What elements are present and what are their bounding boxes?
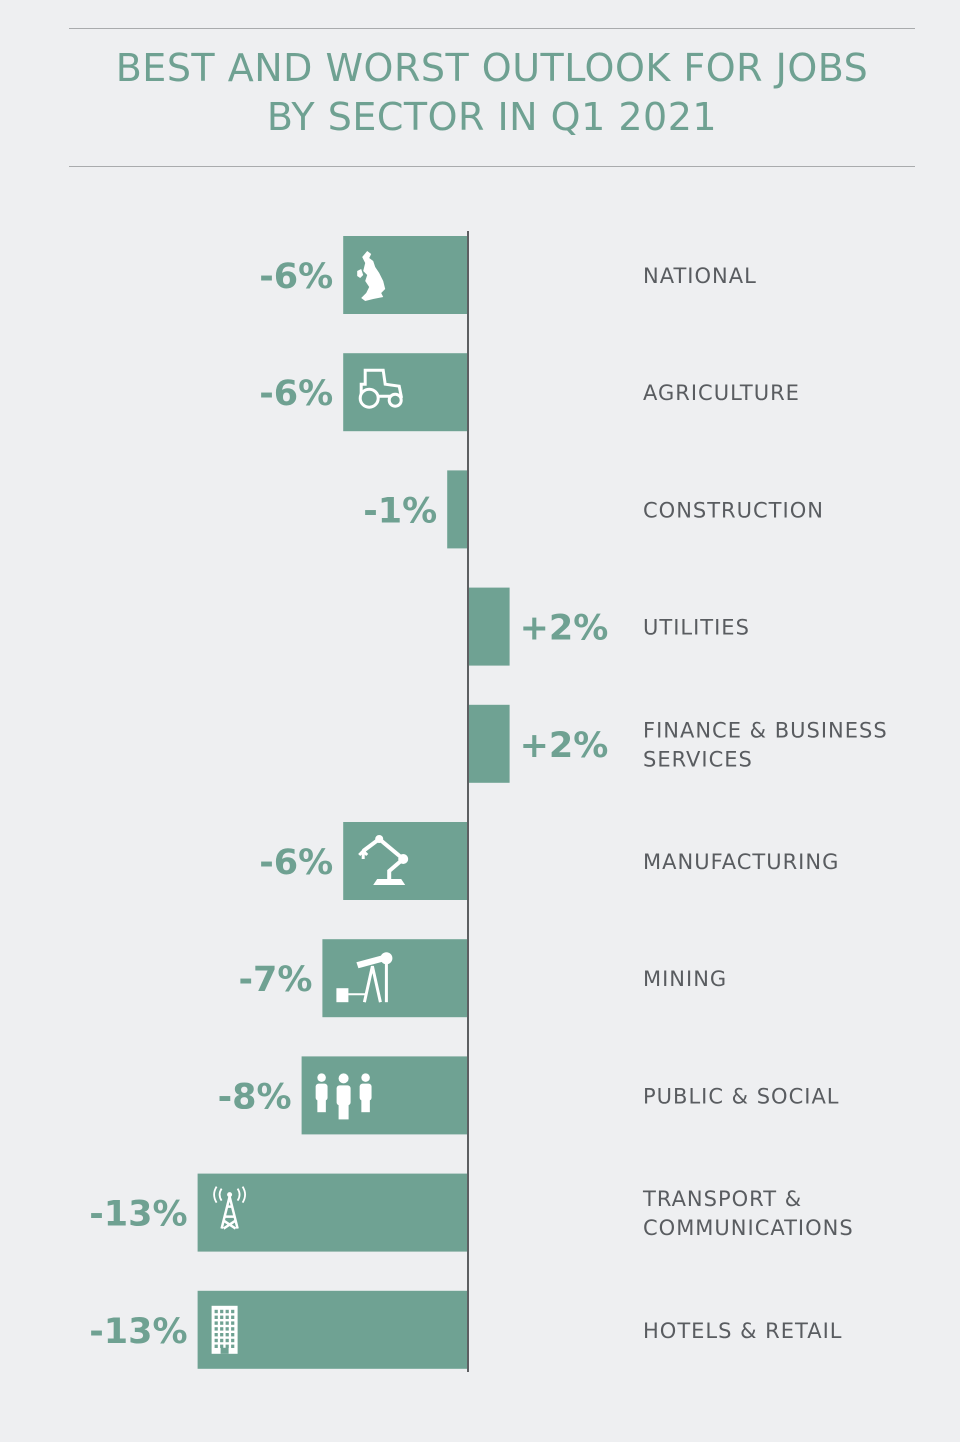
value-label-3: +2% (520, 609, 609, 649)
people-icon (315, 1073, 372, 1120)
category-label-4-line-0: FINANCE & BUSINESS (643, 718, 888, 742)
category-label-9: HOTELS & RETAIL (643, 1319, 843, 1343)
value-label-4: +2% (520, 726, 609, 766)
category-label-8-line-1: COMMUNICATIONS (643, 1216, 854, 1240)
category-label-8-line-0: TRANSPORT & (642, 1187, 802, 1211)
category-label-4-line-1: SERVICES (643, 747, 753, 771)
bar-3 (468, 587, 510, 666)
category-label-2: CONSTRUCTION (643, 498, 824, 522)
radio-tower-icon (213, 1186, 246, 1230)
category-label-6: MINING (643, 967, 727, 991)
robot-arm-icon (358, 835, 409, 885)
bar-4 (468, 704, 510, 783)
bar-7 (301, 1056, 468, 1135)
value-label-5: -6% (259, 843, 333, 883)
value-label-1: -6% (259, 374, 333, 414)
bar-8 (197, 1173, 468, 1252)
title-line-2: BY SECTOR IN Q1 2021 (266, 95, 718, 139)
chart-title: BEST AND WORST OUTLOOK FOR JOBS BY SECTO… (0, 44, 960, 142)
title-bottom-rule (69, 166, 915, 167)
tractor-icon (358, 368, 404, 409)
top-rule (69, 28, 915, 29)
building-icon (211, 1305, 238, 1354)
bar-9 (197, 1290, 468, 1369)
category-label-0: NATIONAL (643, 264, 757, 288)
value-label-2: -1% (363, 491, 437, 531)
value-label-6: -7% (238, 960, 312, 1000)
title-line-1: BEST AND WORST OUTLOOK FOR JOBS (115, 46, 869, 90)
bar-0 (343, 236, 468, 314)
value-label-0: -6% (259, 257, 333, 297)
value-label-7: -8% (218, 1077, 292, 1117)
value-label-9: -13% (89, 1312, 187, 1352)
category-label-3: UTILITIES (643, 616, 750, 640)
category-label-5: MANUFACTURING (643, 850, 839, 874)
bar-6 (322, 939, 468, 1018)
uk-map-icon (357, 251, 386, 301)
oil-pump-icon (336, 952, 393, 1003)
category-label-7: PUBLIC & SOCIAL (643, 1084, 840, 1108)
category-label-1: AGRICULTURE (643, 381, 800, 405)
value-label-8: -13% (89, 1195, 187, 1235)
bar-2 (447, 470, 468, 549)
